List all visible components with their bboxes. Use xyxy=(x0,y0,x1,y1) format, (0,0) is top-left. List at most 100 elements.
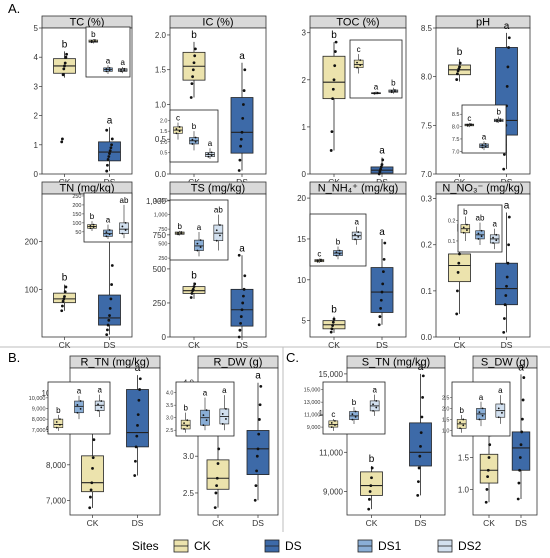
inset-data-point xyxy=(79,400,82,402)
inset-data-point xyxy=(105,70,108,73)
data-point xyxy=(239,315,243,318)
inset-data-point xyxy=(492,236,494,239)
inset-data-point xyxy=(484,145,487,148)
data-point xyxy=(329,149,333,152)
inset-data-point xyxy=(330,422,333,424)
inset-y-tick-label: 250 xyxy=(158,256,167,262)
x-tick-label: DS xyxy=(415,518,427,528)
data-point xyxy=(258,403,262,407)
inset-chart: c b a xyxy=(309,213,367,267)
inset-significance-label: b xyxy=(56,406,61,415)
data-point xyxy=(92,438,96,442)
y-tick-label: 8.0 xyxy=(421,73,433,82)
box xyxy=(206,459,230,490)
inset-data-point xyxy=(354,416,357,418)
inset-significance-label: b xyxy=(183,404,188,413)
section-label: B. xyxy=(8,350,20,365)
inset-chart: b a a xyxy=(85,26,131,78)
y-tick-label: 500 xyxy=(153,265,167,274)
data-point xyxy=(138,377,142,381)
data-point xyxy=(383,241,387,245)
inset-significance-label: ab xyxy=(476,214,485,223)
y-tick-label: 8.5 xyxy=(421,24,433,33)
box xyxy=(360,471,383,496)
data-point xyxy=(329,330,333,334)
data-point xyxy=(241,301,245,305)
data-point xyxy=(379,298,383,302)
data-point xyxy=(369,484,373,487)
inset-data-point xyxy=(207,155,210,158)
data-point xyxy=(378,315,382,318)
data-point xyxy=(334,50,337,53)
inset-y-tick-label: 8.5 xyxy=(452,112,460,118)
panel-title: N_NO₃⁻ (mg/kg) xyxy=(442,183,523,195)
significance-label: b xyxy=(331,305,337,316)
inset-significance-label: b xyxy=(177,222,182,231)
inset-data-point xyxy=(390,91,393,94)
y-tick-label: 2 xyxy=(34,112,39,121)
data-point xyxy=(506,65,510,69)
data-point xyxy=(506,261,510,265)
inset-data-point xyxy=(105,231,108,234)
y-tick-label: 200 xyxy=(25,238,39,247)
inset-data-point xyxy=(470,123,472,126)
data-point xyxy=(419,431,423,435)
inset-data-point xyxy=(215,229,218,232)
inset-data-point xyxy=(89,227,92,230)
inset-y-tick-label: 7.0 xyxy=(452,149,460,155)
x-tick-label: DS xyxy=(501,340,513,350)
inset-box xyxy=(94,400,105,411)
inset-data-point xyxy=(221,413,224,415)
inset-y-tick-label: 200 xyxy=(72,203,81,209)
inset-y-tick-label: 1.5 xyxy=(160,129,168,135)
inset-data-point xyxy=(372,403,374,406)
data-point xyxy=(370,476,373,480)
section-label: A. xyxy=(8,1,20,16)
inset-data-point xyxy=(225,408,227,410)
x-tick-label: CK xyxy=(212,518,224,528)
data-point xyxy=(486,468,490,472)
inset-y-tick-label: 2.5 xyxy=(442,395,450,401)
inset-data-point xyxy=(76,404,79,406)
inset-significance-label: a xyxy=(482,132,487,141)
inset-y-tick-label: 50 xyxy=(75,230,81,236)
inset-data-point xyxy=(497,416,500,419)
inset-data-point xyxy=(121,225,124,228)
inset-data-point xyxy=(90,39,93,42)
significance-label: b xyxy=(457,47,463,58)
y-tick-label: 1.0 xyxy=(458,485,470,494)
data-point xyxy=(108,314,111,317)
data-point xyxy=(502,167,506,171)
inset-y-tick-label: 250 xyxy=(72,194,81,200)
data-point xyxy=(455,78,459,81)
inset-data-point xyxy=(462,424,465,427)
inset-data-point xyxy=(357,231,360,233)
data-point xyxy=(503,317,506,320)
inset-y-tick-label: 13,000 xyxy=(304,400,321,406)
inset-data-point xyxy=(205,409,208,412)
data-point xyxy=(136,423,139,427)
inset-box xyxy=(328,420,339,428)
data-point xyxy=(61,299,65,303)
data-point xyxy=(189,296,193,299)
chart-panel: R_TN (mg/kg) 7,000 8,000 9,000 10,000 b CK a DS 7… xyxy=(29,355,161,528)
inset-data-point xyxy=(316,259,319,262)
inset-data-point xyxy=(202,424,205,427)
data-point xyxy=(240,308,244,312)
significance-label: a xyxy=(418,362,424,373)
inset-data-point xyxy=(359,59,362,61)
inset-data-point xyxy=(338,249,341,252)
y-tick-label: 0 xyxy=(302,170,307,179)
inset-data-point xyxy=(202,414,205,417)
y-tick-label: 100 xyxy=(25,285,39,294)
data-point xyxy=(416,494,420,497)
inset-significance-label: a xyxy=(498,386,503,395)
y-tick-label: 4 xyxy=(34,53,39,62)
y-tick-label: 0.0 xyxy=(421,333,433,342)
panel-title: TC (%) xyxy=(70,17,105,29)
data-point xyxy=(216,462,220,465)
x-tick-label: CK xyxy=(483,518,495,528)
significance-label: a xyxy=(504,21,510,32)
panel-title: TOC (%) xyxy=(336,17,379,29)
data-point xyxy=(193,54,197,58)
